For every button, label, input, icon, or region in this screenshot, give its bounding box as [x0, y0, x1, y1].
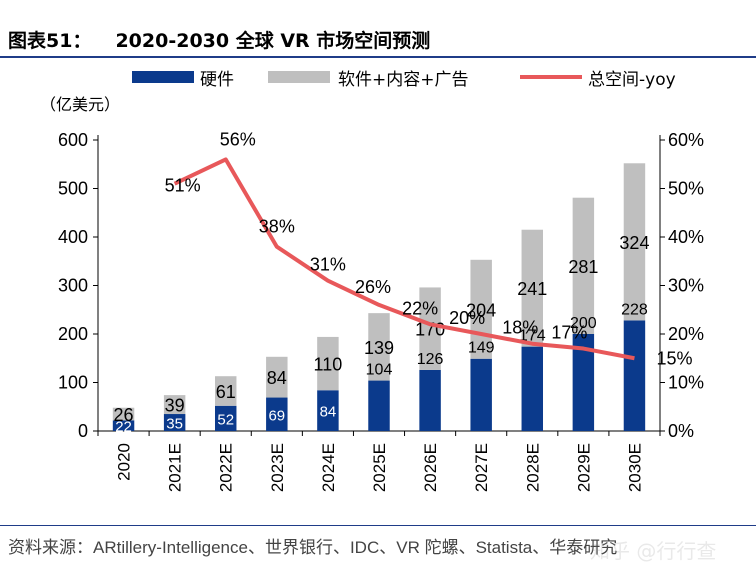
yoy-label: 31%: [310, 255, 346, 275]
left-axis-tick-label: 500: [58, 179, 88, 199]
left-axis-unit: （亿美元）: [40, 95, 120, 114]
right-axis-tick-label: 0%: [668, 421, 694, 441]
right-axis-tick-label: 40%: [668, 227, 704, 247]
yoy-label: 22%: [402, 298, 438, 318]
bar-software-label: 204: [466, 300, 496, 320]
legend-label-software: 软件+内容+广告: [338, 70, 469, 90]
x-category-label: 2020: [115, 443, 134, 481]
bar-software-label: 139: [364, 338, 394, 358]
bar-hardware-label: 200: [570, 315, 597, 332]
bar-hardware: [521, 346, 544, 431]
bar-software: [368, 313, 390, 381]
bar-hardware-label: 104: [366, 362, 393, 379]
x-category-label: 2029E: [574, 443, 593, 492]
source-note: 资料来源：ARtillery-Intelligence、世界银行、IDC、VR …: [8, 538, 618, 557]
bar-software: [521, 229, 544, 347]
bar-software: [266, 356, 288, 398]
bar-hardware: [572, 334, 595, 431]
bar-software-label: 281: [568, 257, 598, 277]
bar-hardware-label: 149: [468, 340, 495, 357]
bar-software: [317, 336, 339, 391]
title-rule: [0, 56, 756, 58]
x-category-label: 2022E: [217, 443, 236, 492]
left-axis-tick-label: 400: [58, 227, 88, 247]
bar-hardware: [368, 380, 390, 431]
x-category-label: 2023E: [268, 443, 287, 492]
yoy-label: 17%: [551, 323, 587, 343]
bar-hardware-label: 69: [268, 407, 285, 424]
yoy-label: 56%: [220, 129, 256, 149]
yoy-label: 15%: [656, 348, 692, 368]
x-category-label: 2030E: [625, 443, 644, 492]
bar-hardware: [163, 414, 186, 431]
bar-hardware: [266, 397, 288, 431]
bar-hardware-label: 35: [166, 416, 183, 433]
legend-label-yoy: 总空间-yoy: [588, 70, 676, 90]
x-category-label: 2024E: [319, 443, 338, 492]
bar-software-label: 324: [619, 233, 649, 253]
right-axis-tick-label: 10%: [668, 373, 704, 393]
right-axis-tick-label: 60%: [668, 130, 704, 150]
bar-hardware-label: 84: [320, 404, 337, 421]
bar-software: [572, 197, 595, 334]
bar-hardware: [112, 420, 135, 431]
bar-hardware: [470, 358, 492, 431]
bar-hardware-label: 52: [217, 411, 234, 428]
figure-title: 图表51： 2020-2030 全球 VR 市场空间预测: [8, 26, 430, 53]
bar-hardware: [419, 369, 441, 431]
yoy-label: 26%: [355, 277, 391, 297]
bar-hardware: [214, 405, 237, 431]
bar-hardware-label: 22: [115, 419, 132, 436]
left-axis-tick-label: 0: [78, 421, 88, 441]
left-axis-tick-label: 200: [58, 324, 88, 344]
x-category-label: 2028E: [523, 443, 542, 492]
left-axis-tick-label: 100: [58, 373, 88, 393]
bar-software-label: 110: [314, 355, 343, 375]
left-axis-tick-label: 600: [58, 130, 88, 150]
bar-software: [214, 376, 237, 406]
right-axis-tick-label: 50%: [668, 179, 704, 199]
figure-title-text: 2020-2030 全球 VR 市场空间预测: [115, 30, 431, 52]
figure-number: 图表51：: [8, 30, 92, 52]
bar-software-label: 61: [216, 382, 236, 402]
yoy-line: [173, 157, 635, 361]
bar-software-label: 26: [114, 405, 134, 425]
x-category-label: 2021E: [166, 443, 185, 492]
left-axis-tick-label: 300: [58, 276, 88, 296]
bar-hardware: [623, 320, 646, 431]
x-category-label: 2026E: [421, 443, 440, 492]
bar-software-label: 39: [165, 396, 185, 416]
bar-software-label: 84: [267, 368, 287, 388]
right-axis-tick-label: 20%: [668, 324, 704, 344]
yoy-label: 18%: [502, 318, 538, 338]
legend-swatch-software: [268, 71, 330, 83]
bar-software: [419, 287, 441, 370]
bar-hardware-label: 174: [519, 328, 546, 345]
footer-rule: [0, 525, 756, 526]
legend-swatch-hardware: [132, 71, 194, 83]
bar-software-label: 241: [517, 279, 547, 299]
yoy-label: 38%: [259, 217, 295, 237]
bar-hardware-label: 126: [417, 351, 444, 368]
vr-market-chart: 硬件 软件+内容+广告 总空间-yoy （亿美元） 0 100 200 300 400 500 60…: [40, 70, 704, 492]
bar-hardware: [317, 390, 339, 431]
bar-software: [623, 163, 646, 321]
x-category-label: 2025E: [370, 443, 389, 492]
x-category-label: 2027E: [472, 443, 491, 492]
bar-software: [112, 407, 135, 421]
legend-label-hardware: 硬件: [200, 70, 234, 90]
right-axis-tick-label: 30%: [668, 276, 704, 296]
bar-hardware-label: 228: [621, 301, 648, 318]
yoy-label: 51%: [165, 176, 201, 196]
bar-software: [163, 395, 186, 415]
yoy-label: 20%: [449, 308, 485, 328]
